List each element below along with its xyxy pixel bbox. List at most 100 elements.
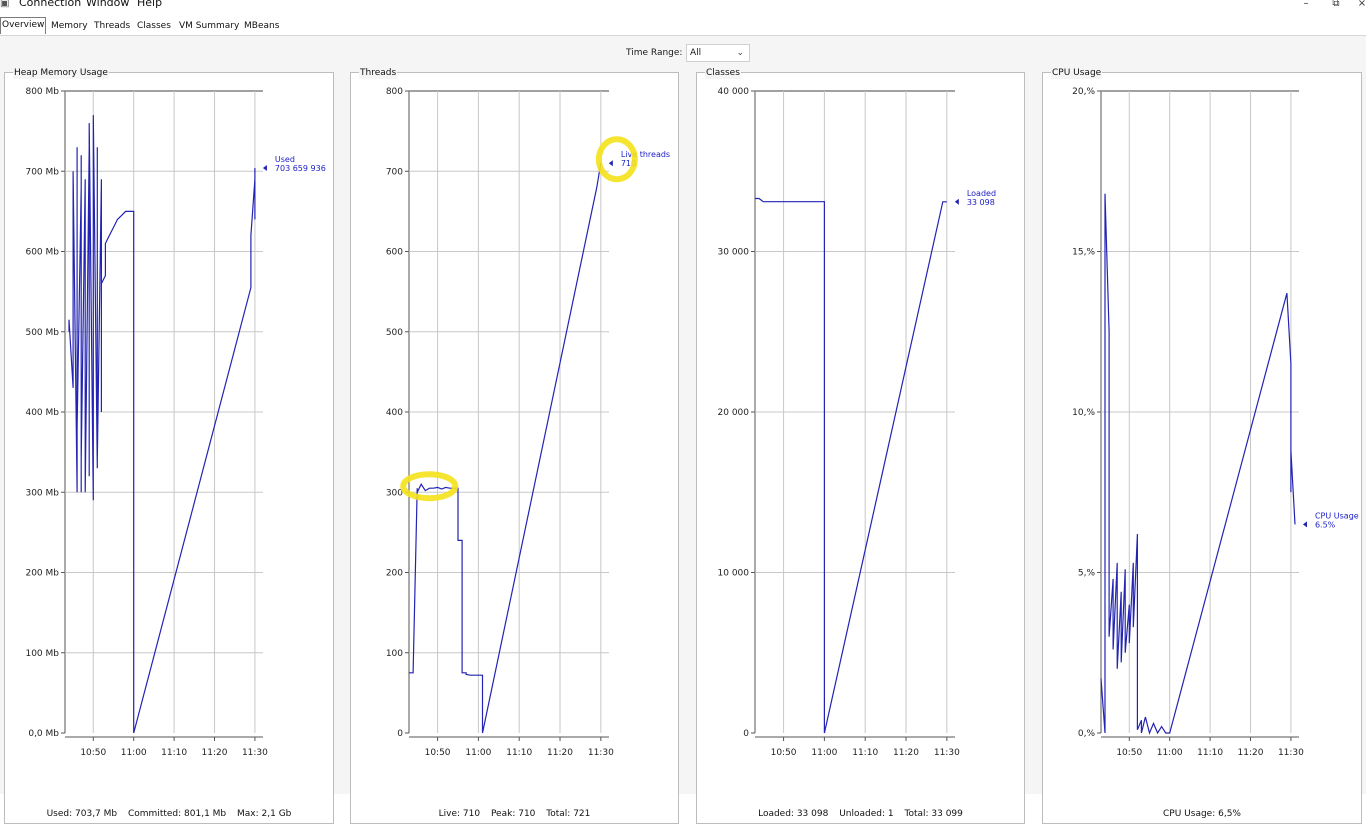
cpu-usage-chart: 0,% 5,% 10,% 15,% 20,% 10:50 11:00 11:10 11:20 11… bbox=[1072, 87, 1359, 758]
footer-total-threads: Total: 721 bbox=[546, 809, 591, 819]
y-tick-label: 200 bbox=[386, 569, 403, 579]
x-tick-label: 11:20 bbox=[202, 748, 228, 758]
tab-overview[interactable]: Overview bbox=[0, 17, 47, 34]
x-tick-label: 11:00 bbox=[1157, 748, 1183, 758]
threads-panel: Threads 0 100 200 300 400 500 600 700 800 10:50 11… bbox=[350, 67, 679, 824]
current-value-series-name: Loaded bbox=[967, 189, 996, 198]
heap-memory-chart: 0,0 Mb 100 Mb 200 Mb 300 Mb 400 Mb 500 Mb 600 … bbox=[25, 87, 326, 758]
y-tick-label: 700 bbox=[386, 167, 403, 177]
menu-help[interactable]: Help bbox=[137, 0, 163, 9]
threads-chart: 0 100 200 300 400 500 600 700 800 10:50 11:00 11:10… bbox=[386, 87, 670, 758]
tab-mbeans[interactable]: MBeans bbox=[244, 21, 280, 31]
x-tick-label: 11:10 bbox=[1197, 748, 1223, 758]
live-threads-highlight bbox=[595, 136, 638, 183]
app-icon: ▣ bbox=[0, 0, 10, 9]
time-range-label: Time Range: bbox=[626, 48, 683, 58]
x-tick-label: 11:10 bbox=[852, 748, 878, 758]
close-icon[interactable]: × bbox=[1357, 0, 1366, 9]
tab-bar: Overview Memory Threads Classes VM Summa… bbox=[0, 17, 1366, 36]
cpu-usage-title: CPU Usage bbox=[1051, 67, 1103, 79]
footer-committed: Committed: 801,1 Mb bbox=[128, 809, 227, 819]
y-tick-label: 400 bbox=[386, 408, 403, 418]
time-range-select[interactable]: All ⌄ bbox=[686, 44, 750, 62]
current-value-number: 710 bbox=[621, 159, 636, 168]
x-tick-label: 11:00 bbox=[811, 748, 837, 758]
x-tick-label: 10:50 bbox=[1116, 748, 1142, 758]
x-tick-label: 11:20 bbox=[547, 748, 573, 758]
peak-threads-highlight bbox=[400, 471, 459, 502]
y-tick-label: 10 000 bbox=[718, 569, 750, 579]
x-tick-label: 11:00 bbox=[121, 748, 147, 758]
current-value-series-name: Live threads bbox=[621, 150, 670, 159]
footer-peak: Peak: 710 bbox=[490, 809, 536, 819]
x-tick-label: 11:30 bbox=[588, 748, 614, 758]
time-range-value: All bbox=[690, 48, 702, 58]
x-tick-label: 11:00 bbox=[465, 748, 491, 758]
y-tick-label: 30 000 bbox=[718, 248, 750, 258]
footer-total-classes: Total: 33 099 bbox=[904, 809, 963, 819]
x-tick-label: 11:10 bbox=[161, 748, 187, 758]
used-series-line bbox=[68, 115, 256, 734]
heap-memory-panel: Heap Memory Usage 0,0 Mb 100 Mb 200 Mb 300 … bbox=[4, 67, 334, 824]
tab-vm-summary[interactable]: VM Summary bbox=[179, 21, 240, 31]
x-tick-label: 11:10 bbox=[506, 748, 532, 758]
classes-chart: 0 10 000 20 000 30 000 40 000 10:50 11:00 11:10… bbox=[718, 87, 997, 758]
classes-panel: Classes 0 10 000 20 000 30 000 40 000 10:50 11… bbox=[696, 67, 1025, 824]
y-tick-label: 600 Mb bbox=[25, 248, 59, 258]
y-tick-label: 20 000 bbox=[718, 408, 750, 418]
y-tick-label: 700 Mb bbox=[25, 167, 59, 177]
x-tick-label: 11:30 bbox=[934, 748, 960, 758]
heap-memory-title: Heap Memory Usage bbox=[13, 67, 109, 79]
tab-memory[interactable]: Memory bbox=[51, 21, 88, 31]
footer-max: Max: 2,1 Gb bbox=[237, 809, 292, 819]
x-tick-label: 11:30 bbox=[242, 748, 268, 758]
current-value-marker-icon bbox=[954, 198, 959, 205]
tab-threads[interactable]: Threads bbox=[94, 21, 131, 31]
x-tick-label: 11:30 bbox=[1278, 748, 1304, 758]
current-value-series-name: Used bbox=[275, 155, 295, 164]
x-tick-label: 10:50 bbox=[80, 748, 106, 758]
y-tick-label: 300 bbox=[386, 488, 403, 498]
y-tick-label: 0 bbox=[743, 729, 749, 739]
menu-bar: ▣ Connection Window Help – ⧉ × bbox=[0, 0, 1366, 12]
footer-loaded: Loaded: 33 098 bbox=[758, 809, 829, 819]
menu-window[interactable]: Window bbox=[86, 0, 130, 9]
y-tick-label: 100 Mb bbox=[25, 649, 59, 659]
current-value-number: 703 659 936 bbox=[275, 164, 326, 173]
heap-memory-footer: Used: 703,7 Mb Committed: 801,1 Mb Max: … bbox=[5, 808, 333, 820]
footer-unloaded: Unloaded: 1 bbox=[839, 809, 894, 819]
y-tick-label: 300 Mb bbox=[25, 488, 59, 498]
cpu-usage-series-line bbox=[1100, 193, 1296, 735]
y-tick-label: 500 bbox=[386, 328, 403, 338]
y-tick-label: 0,0 Mb bbox=[28, 729, 59, 739]
y-tick-label: 40 000 bbox=[718, 87, 750, 97]
overview-content: Time Range: All ⌄ Heap Memory Usage 0,0 … bbox=[0, 36, 1366, 824]
y-tick-label: 20,% bbox=[1072, 87, 1095, 97]
loaded-series-line bbox=[755, 197, 947, 734]
y-tick-label: 100 bbox=[386, 649, 403, 659]
menu-connection[interactable]: Connection bbox=[19, 0, 82, 9]
restore-icon[interactable]: ⧉ bbox=[1332, 0, 1340, 9]
y-tick-label: 400 Mb bbox=[25, 408, 59, 418]
y-tick-label: 0 bbox=[397, 729, 403, 739]
minimize-icon[interactable]: – bbox=[1303, 0, 1309, 9]
threads-footer: Live: 710 Peak: 710 Total: 721 bbox=[351, 808, 678, 820]
current-value-series-name: CPU Usage bbox=[1315, 511, 1359, 520]
current-value-number: 33 098 bbox=[967, 198, 995, 207]
x-tick-label: 11:20 bbox=[1238, 748, 1264, 758]
current-value-marker-icon bbox=[262, 165, 267, 172]
y-tick-label: 5,% bbox=[1078, 569, 1096, 579]
cpu-usage-footer: CPU Usage: 6,5% bbox=[1043, 808, 1361, 820]
y-tick-label: 10,% bbox=[1072, 408, 1095, 418]
footer-live: Live: 710 bbox=[438, 809, 481, 819]
y-tick-label: 800 bbox=[386, 87, 403, 97]
x-tick-label: 11:20 bbox=[893, 748, 919, 758]
current-value-number: 6.5% bbox=[1315, 520, 1336, 529]
x-tick-label: 10:50 bbox=[771, 748, 797, 758]
tab-classes[interactable]: Classes bbox=[137, 21, 171, 31]
y-tick-label: 600 bbox=[386, 248, 403, 258]
chevron-down-icon: ⌄ bbox=[736, 48, 744, 58]
threads-title: Threads bbox=[359, 67, 398, 79]
y-tick-label: 800 Mb bbox=[25, 87, 59, 97]
classes-title: Classes bbox=[705, 67, 741, 79]
